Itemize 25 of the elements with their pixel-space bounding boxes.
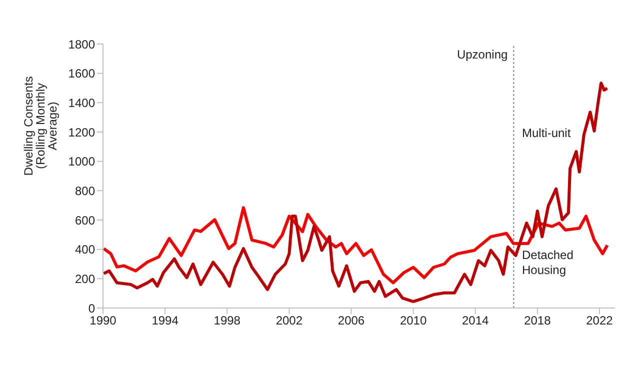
x-tick-label: 2014	[462, 314, 490, 328]
y-tick-label: 200	[74, 272, 96, 286]
x-tick-label: 2002	[276, 314, 303, 328]
annotation: Detached Housing	[522, 248, 574, 278]
y-tick-label: 1000	[68, 154, 96, 169]
x-tick-label: 1994	[152, 314, 179, 328]
y-tick-label: 1600	[68, 66, 96, 81]
x-tick-label: 2022	[586, 314, 614, 328]
ref-line-label: Upzoning	[456, 48, 508, 62]
x-tick-label: 1998	[214, 314, 241, 328]
x-tick-label: 2010	[400, 314, 427, 328]
annotation: Multi-unit	[522, 126, 572, 141]
y-axis-title: Dwelling Consents (Rolling Monthly Average)	[21, 76, 60, 176]
y-tick-label: 0	[88, 301, 96, 316]
y-tick-label: 600	[74, 213, 96, 228]
y-tick-label: 1800	[68, 37, 96, 52]
y-tick-label: 800	[74, 184, 96, 198]
x-tick-label: 2018	[524, 314, 552, 328]
line-series	[103, 206, 609, 284]
y-tick-label: 1200	[68, 125, 96, 140]
y-tick-label: 1400	[68, 96, 96, 110]
y-tick-label: 400	[74, 242, 96, 257]
line-series	[103, 82, 609, 304]
x-tick-label: 2006	[338, 314, 365, 328]
x-tick-label: 1990	[90, 314, 117, 328]
